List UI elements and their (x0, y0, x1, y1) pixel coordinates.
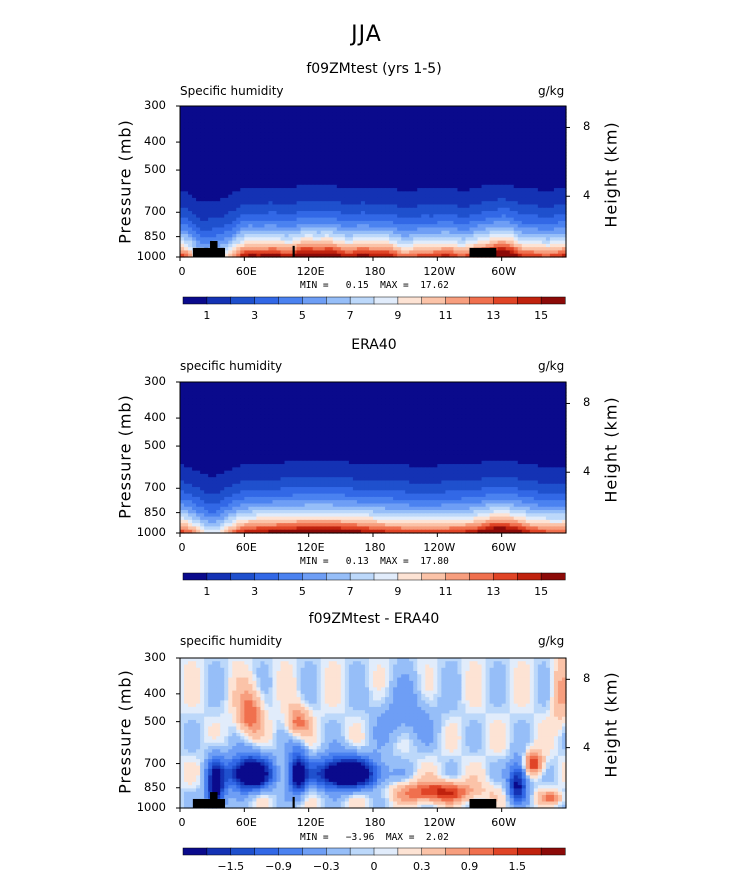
colorbar-swatch (207, 297, 231, 304)
colorbar-swatch (326, 297, 350, 304)
colorbar-swatch (374, 297, 398, 304)
colorbar-swatch (493, 297, 517, 304)
colorbar-swatch (183, 297, 207, 304)
topography-mask (470, 248, 497, 257)
colorbar-swatch (470, 297, 494, 304)
colorbar-swatch (302, 297, 326, 304)
colorbar-swatch (350, 297, 374, 304)
topography-mask (193, 248, 225, 257)
panel2-plot (180, 382, 567, 534)
topography-mask (293, 246, 295, 257)
colorbar-swatch (279, 297, 303, 304)
colorbar-swatch (422, 297, 446, 304)
colorbar-swatch (255, 297, 279, 304)
panel1-plot (180, 106, 567, 258)
colorbar-swatch (446, 297, 470, 304)
colorbar-swatch (231, 297, 255, 304)
colorbar-swatch (541, 297, 565, 304)
colorbar-1 (183, 297, 565, 304)
colorbar-swatch (517, 297, 541, 304)
topography-mask (210, 241, 218, 249)
colorbar-swatch (398, 297, 422, 304)
